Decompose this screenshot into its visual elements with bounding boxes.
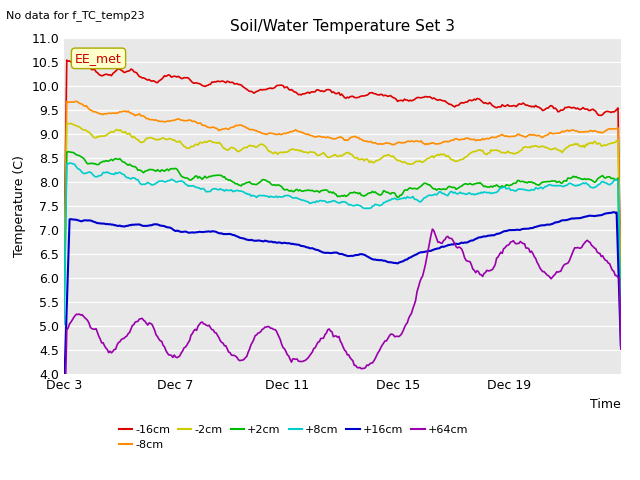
+64cm <box>127 326 135 332</box>
-2cm <box>617 307 625 312</box>
+2cm <box>243 180 251 186</box>
+64cm <box>410 302 418 308</box>
-8cm <box>467 137 474 143</box>
Y-axis label: Temperature (C): Temperature (C) <box>13 156 26 257</box>
+16cm <box>465 239 472 245</box>
-16cm <box>129 67 136 72</box>
+2cm <box>617 330 625 336</box>
-16cm <box>463 99 471 105</box>
-2cm <box>412 158 419 164</box>
+8cm <box>467 191 474 196</box>
-16cm <box>282 84 290 90</box>
-8cm <box>129 111 136 117</box>
Line: +2cm: +2cm <box>64 152 621 333</box>
Line: -16cm: -16cm <box>64 60 621 291</box>
-2cm <box>243 145 251 151</box>
Line: -2cm: -2cm <box>64 123 621 310</box>
+2cm <box>282 187 290 192</box>
+2cm <box>65 149 72 155</box>
-8cm <box>243 125 251 131</box>
+64cm <box>241 355 249 360</box>
Line: +64cm: +64cm <box>64 229 621 450</box>
-2cm <box>60 299 68 304</box>
+64cm <box>429 226 436 232</box>
X-axis label: Time: Time <box>590 398 621 411</box>
+16cm <box>241 236 249 242</box>
-8cm <box>282 131 290 137</box>
Text: EE_met: EE_met <box>75 52 122 65</box>
+8cm <box>129 175 136 180</box>
+2cm <box>467 180 474 186</box>
-2cm <box>463 154 471 159</box>
+8cm <box>463 191 471 197</box>
+8cm <box>617 333 625 339</box>
+16cm <box>610 209 618 215</box>
Text: No data for f_TC_temp23: No data for f_TC_temp23 <box>6 10 145 21</box>
+2cm <box>60 315 68 321</box>
-16cm <box>412 96 419 101</box>
-2cm <box>467 151 474 156</box>
+64cm <box>467 259 474 264</box>
-16cm <box>63 57 70 63</box>
Title: Soil/Water Temperature Set 3: Soil/Water Temperature Set 3 <box>230 20 455 35</box>
-16cm <box>617 288 625 294</box>
-16cm <box>467 97 474 103</box>
+2cm <box>463 181 471 187</box>
-8cm <box>463 135 471 141</box>
+16cm <box>127 222 135 228</box>
+16cm <box>462 240 470 245</box>
+8cm <box>282 193 290 199</box>
+16cm <box>281 240 289 246</box>
-2cm <box>67 120 75 126</box>
Line: +8cm: +8cm <box>64 163 621 336</box>
+64cm <box>617 346 625 352</box>
Line: +16cm: +16cm <box>64 212 621 394</box>
Line: -8cm: -8cm <box>64 101 621 303</box>
-2cm <box>282 149 290 155</box>
+2cm <box>129 163 136 169</box>
+8cm <box>243 191 251 196</box>
-16cm <box>243 86 251 92</box>
-8cm <box>71 98 79 104</box>
+16cm <box>410 252 418 258</box>
+8cm <box>60 321 68 327</box>
-8cm <box>412 138 419 144</box>
+8cm <box>412 197 419 203</box>
-16cm <box>60 259 68 265</box>
-8cm <box>60 285 68 290</box>
+8cm <box>66 160 74 166</box>
Legend: -16cm, -8cm, -2cm, +2cm, +8cm, +16cm, +64cm: -16cm, -8cm, -2cm, +2cm, +8cm, +16cm, +6… <box>114 420 473 455</box>
-2cm <box>129 135 136 141</box>
+16cm <box>617 342 625 348</box>
+64cm <box>60 447 68 453</box>
+64cm <box>281 346 289 352</box>
+16cm <box>60 391 68 396</box>
+64cm <box>463 258 471 264</box>
-8cm <box>617 300 625 306</box>
+2cm <box>412 186 419 192</box>
